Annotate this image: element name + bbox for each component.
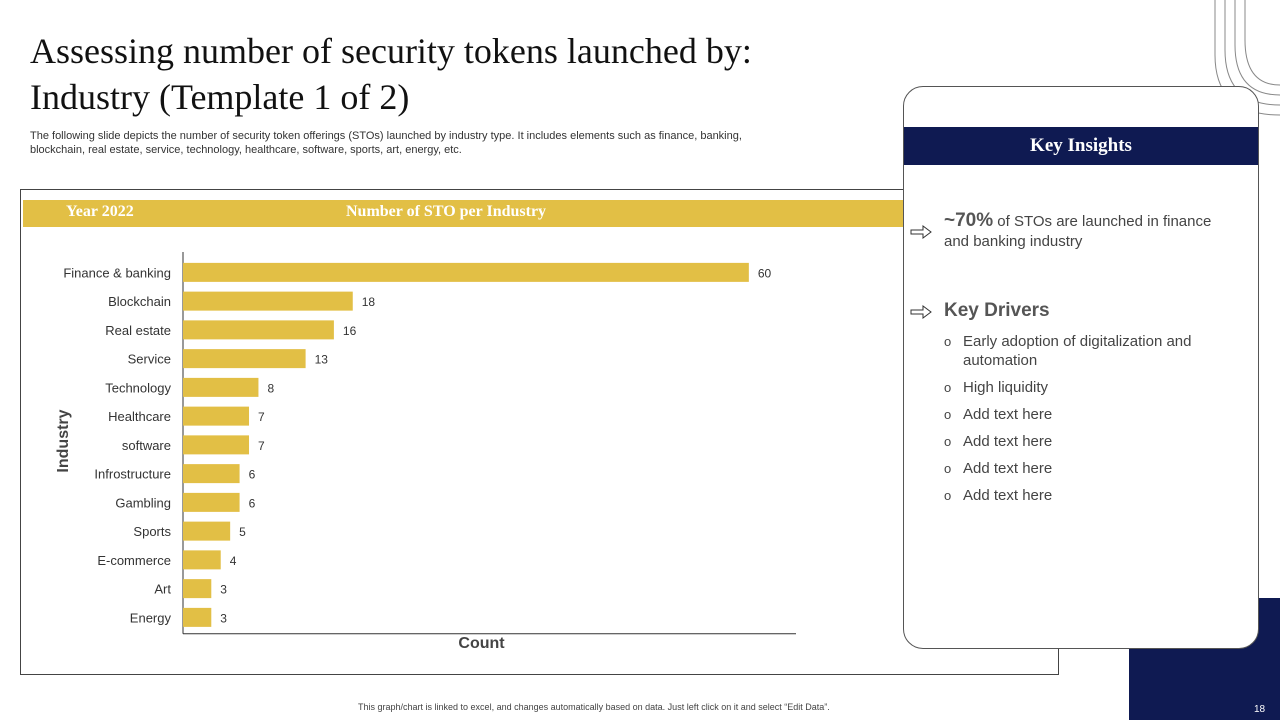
bar-data-label: 7 bbox=[258, 439, 265, 453]
page-title-line-2: Industry (Template 1 of 2) bbox=[30, 77, 410, 117]
y-axis-title: Industry bbox=[55, 409, 72, 472]
category-tick-label: Service bbox=[128, 352, 171, 367]
category-tick-label: Energy bbox=[130, 610, 172, 625]
bar bbox=[183, 607, 212, 627]
key-drivers-list: o Early adoption of digitalization and au… bbox=[944, 332, 1234, 513]
bar bbox=[183, 377, 259, 397]
bar bbox=[183, 579, 212, 599]
bullet-icon: o bbox=[944, 434, 952, 449]
chart-year-label: Year 2022 bbox=[66, 203, 134, 220]
bullet-icon: o bbox=[944, 488, 952, 503]
category-tick-label: Finance & banking bbox=[63, 265, 171, 280]
category-tick-label: software bbox=[122, 438, 171, 453]
bar-data-label: 4 bbox=[230, 554, 237, 568]
bar-data-label: 3 bbox=[220, 611, 227, 625]
category-tick-label: Healthcare bbox=[108, 409, 171, 424]
category-tick-label: Sports bbox=[133, 524, 171, 539]
bar bbox=[183, 291, 353, 311]
bar-data-label: 13 bbox=[315, 353, 329, 367]
bar-data-label: 6 bbox=[249, 496, 256, 510]
category-tick-label: Blockchain bbox=[108, 294, 171, 309]
bar-data-label: 16 bbox=[343, 324, 357, 338]
bar bbox=[183, 550, 221, 570]
page-number: 18 bbox=[1254, 704, 1266, 715]
page-subtitle: The following slide depicts the number o… bbox=[30, 129, 830, 157]
page-title-line-1: Assessing number of security tokens laun… bbox=[30, 31, 752, 71]
key-insights-heading: Key Insights bbox=[904, 127, 1258, 165]
category-tick-label: Gambling bbox=[115, 495, 171, 510]
subtitle-line-1: The following slide depicts the number o… bbox=[30, 130, 742, 142]
bar bbox=[183, 521, 231, 541]
category-tick-label: Art bbox=[154, 582, 171, 597]
insight-stat: ~70% of STOs are launched in finance and… bbox=[944, 211, 1214, 252]
bar-data-label: 8 bbox=[267, 381, 274, 395]
bar bbox=[183, 435, 250, 455]
bullet-icon: o bbox=[944, 380, 952, 395]
chart-title: Number of STO per Industry bbox=[346, 203, 547, 220]
arrow-right-icon bbox=[910, 225, 932, 239]
list-item: o Add text here bbox=[944, 406, 1053, 423]
category-tick-label: E-commerce bbox=[97, 553, 171, 568]
bar bbox=[183, 320, 334, 340]
category-tick-label: Infrostructure bbox=[94, 467, 171, 482]
bullet-icon: o bbox=[944, 407, 952, 422]
arrow-right-icon bbox=[910, 305, 932, 319]
list-item: o Add text here bbox=[944, 433, 1053, 450]
bar-data-label: 7 bbox=[258, 410, 265, 424]
bar-data-label: 60 bbox=[758, 266, 772, 280]
key-drivers-title: Key Drivers bbox=[944, 300, 1050, 321]
bar bbox=[183, 406, 250, 426]
category-tick-label: Technology bbox=[105, 380, 171, 395]
bar bbox=[183, 262, 749, 282]
insight-stat-text: of STOs are launched in finance and bank… bbox=[944, 213, 1212, 250]
bullet-icon: o bbox=[944, 334, 952, 349]
bar-data-label: 6 bbox=[249, 468, 256, 482]
subtitle-line-2: blockchain, real estate, service, techno… bbox=[30, 144, 462, 156]
list-item: o Early adoption of digitalization and au… bbox=[944, 333, 1192, 369]
page-title: Assessing number of security tokens laun… bbox=[30, 28, 890, 120]
bullet-icon: o bbox=[944, 461, 952, 476]
bar-data-label: 5 bbox=[239, 525, 246, 539]
bar bbox=[183, 492, 240, 512]
bar-data-label: 3 bbox=[220, 583, 227, 597]
list-item: o Add text here bbox=[944, 487, 1053, 504]
footer-note: This graph/chart is linked to excel, and… bbox=[358, 702, 830, 712]
bar-data-label: 18 bbox=[362, 295, 376, 309]
key-insights-panel: Key Insights ~70% of STOs are launched i… bbox=[903, 86, 1259, 649]
bar bbox=[183, 464, 240, 484]
category-tick-label: Real estate bbox=[105, 323, 171, 338]
bar bbox=[183, 349, 306, 369]
list-item: o High liquidity bbox=[944, 379, 1049, 396]
insight-stat-value: ~70% bbox=[944, 210, 994, 231]
chart-header-bar bbox=[23, 200, 1043, 227]
list-item: o Add text here bbox=[944, 460, 1053, 477]
x-axis-title: Count bbox=[458, 635, 505, 652]
